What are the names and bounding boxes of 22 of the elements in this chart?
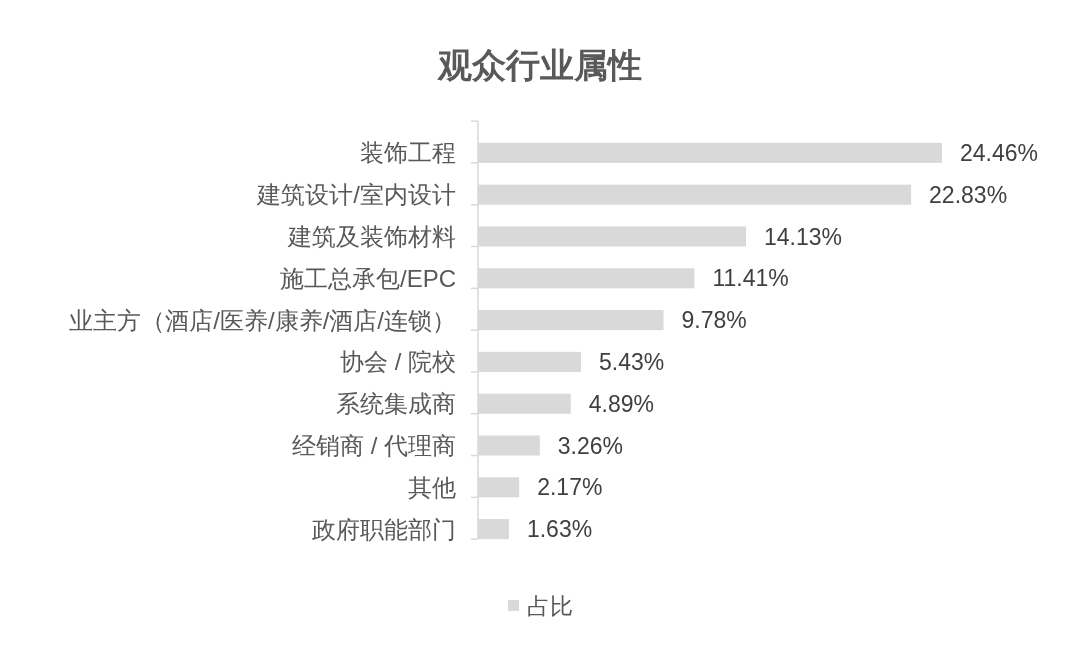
y-tick-label: 建筑及装饰材料 bbox=[287, 222, 456, 250]
data-label: 14.13% bbox=[764, 223, 843, 250]
y-tick-label: 政府职能部门 bbox=[312, 515, 456, 543]
data-label: 4.89% bbox=[588, 390, 654, 417]
data-label: 22.83% bbox=[929, 181, 1008, 208]
legend-label: 占比 bbox=[527, 593, 573, 620]
y-tick-label: 经销商 / 代理商 bbox=[291, 431, 456, 459]
y-tick-label: 系统集成商 bbox=[336, 390, 456, 418]
y-tick-label: 施工总承包/EPC bbox=[279, 264, 456, 292]
y-tick-label: 装饰工程 bbox=[360, 139, 456, 167]
y-tick-label: 其他 bbox=[408, 473, 456, 501]
data-label: 5.43% bbox=[599, 348, 665, 375]
data-label: 24.46% bbox=[960, 139, 1039, 166]
chart-title: 观众行业属性 bbox=[437, 46, 642, 84]
data-label: 1.63% bbox=[526, 516, 593, 543]
data-label: 9.78% bbox=[681, 307, 747, 334]
y-tick-label: 协会 / 院校 bbox=[339, 348, 456, 376]
data-label: 11.41% bbox=[712, 265, 789, 292]
data-label: 2.17% bbox=[537, 474, 603, 501]
y-tick-label: 业主方（酒店/医养/康养/酒店/连锁） bbox=[69, 306, 456, 334]
data-label: 3.26% bbox=[557, 432, 624, 459]
y-tick-label: 建筑设计/室内设计 bbox=[256, 181, 456, 209]
